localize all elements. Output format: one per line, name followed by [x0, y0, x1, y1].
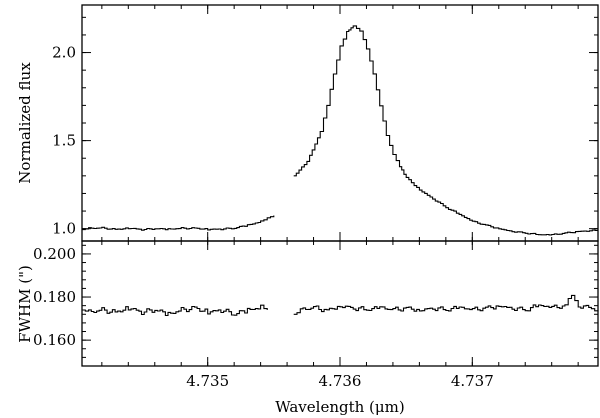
spectrum-step-series — [82, 215, 275, 231]
flux-y-axis-title: Normalized flux — [16, 62, 34, 184]
fwhm-panel-frame — [81, 240, 599, 367]
flux-panel-series — [82, 25, 598, 236]
wavelength-x-axis-title: Wavelength (μm) — [275, 398, 404, 416]
x-tick-label: 4.735 — [186, 372, 229, 390]
x-tick-label: 4.737 — [451, 372, 494, 390]
y-tick-label: 1.0 — [52, 220, 76, 238]
fwhm-panel-ticks: 4.735 4.736 4.737 0.160 0.180 0.200 — [33, 241, 598, 390]
y-tick-label: 1.5 — [52, 132, 76, 150]
spectrum-step-series — [293, 25, 598, 236]
y-tick-label: 2.0 — [52, 44, 76, 62]
flux-panel: 1.0 1.5 2.0 Normalized flux — [16, 4, 599, 242]
y-tick-label: 0.160 — [33, 331, 76, 349]
spectrum-step-series — [82, 304, 268, 317]
fwhm-y-axis-title: FWHM (") — [16, 265, 34, 343]
flux-panel-ticks: 1.0 1.5 2.0 — [52, 5, 598, 241]
spectrum-step-series — [293, 294, 599, 315]
flux-panel-frame — [81, 4, 599, 242]
x-tick-label: 4.736 — [319, 372, 362, 390]
y-tick-label: 0.200 — [33, 245, 76, 263]
fwhm-panel-series — [82, 294, 599, 317]
y-tick-label: 0.180 — [33, 288, 76, 306]
